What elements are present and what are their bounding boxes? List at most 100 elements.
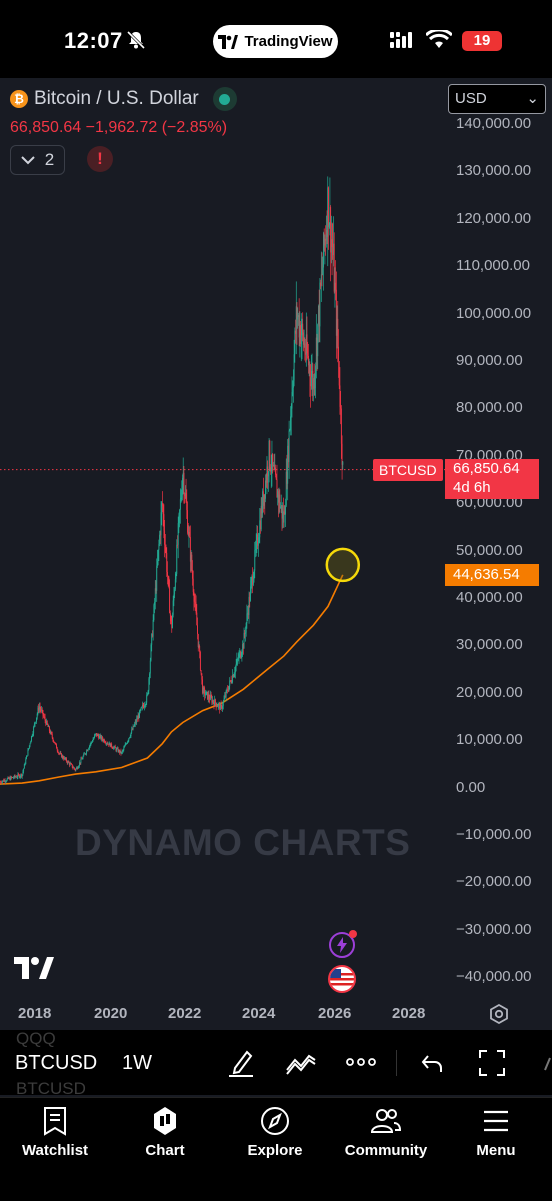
tab-watchlist[interactable]: Watchlist bbox=[0, 1100, 110, 1159]
chevron-down-icon bbox=[21, 155, 35, 165]
candle-body bbox=[30, 741, 31, 743]
candle-body bbox=[200, 652, 201, 670]
candle-body bbox=[148, 679, 149, 691]
candle-body bbox=[204, 688, 205, 689]
candle-body bbox=[177, 545, 178, 546]
candle-body bbox=[121, 752, 122, 753]
candle-body bbox=[311, 377, 312, 386]
indicators-icon[interactable] bbox=[285, 1048, 317, 1078]
alert-icon[interactable]: ! bbox=[87, 146, 113, 172]
candle-body bbox=[163, 506, 164, 514]
candle-body bbox=[132, 729, 133, 730]
x-axis-label: 2024 bbox=[242, 1005, 275, 1022]
candle-body bbox=[192, 570, 193, 579]
symbol-search-button[interactable]: BTCUSD bbox=[15, 1052, 97, 1075]
y-axis-label: 130,000.00 bbox=[456, 162, 531, 179]
candle-body bbox=[127, 742, 128, 744]
candle-body bbox=[122, 751, 123, 752]
fullscreen-icon[interactable] bbox=[478, 1048, 506, 1078]
tab-community-label: Community bbox=[345, 1142, 428, 1159]
tab-explore[interactable]: Explore bbox=[220, 1100, 330, 1159]
candle-body bbox=[239, 654, 240, 659]
candle-body bbox=[231, 682, 232, 683]
moving-average-line bbox=[0, 575, 343, 784]
candle-body bbox=[186, 502, 187, 510]
symbol-header[interactable]: ₿ Bitcoin / U.S. Dollar bbox=[10, 87, 237, 111]
undo-icon[interactable] bbox=[420, 1048, 444, 1078]
candle-body bbox=[15, 775, 16, 777]
currency-select[interactable]: USD ⌄ bbox=[448, 84, 546, 114]
candle-body bbox=[275, 468, 276, 475]
candle-body bbox=[113, 747, 114, 748]
y-axis-label: 50,000.00 bbox=[456, 542, 523, 559]
settings-icon[interactable] bbox=[489, 1004, 509, 1024]
candle-body bbox=[182, 478, 183, 495]
candle-body bbox=[246, 613, 247, 623]
candle-body bbox=[222, 706, 223, 709]
drawing-pen-icon[interactable] bbox=[227, 1048, 255, 1078]
candle-body bbox=[33, 727, 34, 734]
compass-icon bbox=[260, 1106, 290, 1136]
candle-body bbox=[228, 691, 229, 692]
candle-body bbox=[289, 430, 290, 462]
x-axis-label: 2020 bbox=[94, 1005, 127, 1022]
candle-body bbox=[322, 267, 323, 274]
candle-body bbox=[128, 738, 129, 740]
candle-body bbox=[193, 592, 194, 602]
candle-body bbox=[226, 690, 227, 696]
candle-body bbox=[271, 471, 272, 472]
candle-body bbox=[297, 317, 298, 319]
candle-body bbox=[338, 347, 339, 361]
candle-body bbox=[164, 531, 165, 545]
candle-body bbox=[309, 365, 310, 377]
last-price-label: 66,850.64 4d 6h bbox=[445, 459, 539, 499]
bookmark-list-icon bbox=[42, 1106, 68, 1136]
candle-body bbox=[66, 758, 67, 761]
tab-menu[interactable]: Menu bbox=[441, 1100, 551, 1159]
event-lightning-icon[interactable] bbox=[329, 932, 355, 958]
candle-body bbox=[112, 747, 113, 748]
candle-body bbox=[148, 691, 149, 695]
candle-body bbox=[321, 274, 322, 285]
candle-body bbox=[43, 715, 44, 716]
us-flag-event-icon[interactable] bbox=[328, 965, 356, 993]
candle-body bbox=[0, 782, 1, 783]
candle-body bbox=[85, 753, 86, 754]
candle-body bbox=[250, 587, 251, 601]
ghost-symbol-bottom: BTCUSD bbox=[16, 1079, 86, 1099]
candle-body bbox=[199, 646, 200, 652]
tradingview-logo-icon[interactable] bbox=[14, 957, 54, 979]
candle-body bbox=[176, 574, 177, 579]
bitcoin-logo-icon: ₿ bbox=[10, 90, 28, 108]
candle-body bbox=[6, 781, 7, 782]
candle-body bbox=[166, 548, 167, 553]
candle-body bbox=[290, 416, 291, 430]
collapse-indicators-button[interactable]: 2 bbox=[10, 145, 65, 175]
candle-body bbox=[173, 600, 174, 615]
candle-body bbox=[126, 744, 127, 745]
candle-body bbox=[244, 633, 245, 649]
candle-body bbox=[235, 667, 236, 673]
candle-body bbox=[129, 737, 130, 738]
chevron-down-icon: ⌄ bbox=[526, 85, 539, 113]
candle-body bbox=[34, 724, 35, 727]
candle-body bbox=[151, 645, 152, 661]
symbol-price-tag: BTCUSD bbox=[373, 459, 443, 481]
candle-body bbox=[130, 736, 131, 737]
candle-body bbox=[57, 749, 58, 751]
candle-body bbox=[131, 733, 132, 737]
interval-button[interactable]: 1W bbox=[122, 1052, 152, 1075]
candle-body bbox=[123, 748, 124, 750]
candle-body bbox=[186, 493, 187, 501]
candle-body bbox=[269, 441, 270, 468]
candle-body bbox=[27, 750, 28, 756]
more-options-icon[interactable] bbox=[346, 1055, 376, 1069]
candle-body bbox=[224, 699, 225, 701]
bar-countdown: 4d 6h bbox=[453, 478, 539, 497]
candle-body bbox=[178, 514, 179, 523]
candle-body bbox=[168, 578, 169, 588]
market-open-icon bbox=[213, 87, 237, 111]
tab-community[interactable]: Community bbox=[331, 1100, 441, 1159]
y-axis-label: −30,000.00 bbox=[456, 921, 532, 938]
tab-chart[interactable]: Chart bbox=[110, 1100, 220, 1159]
